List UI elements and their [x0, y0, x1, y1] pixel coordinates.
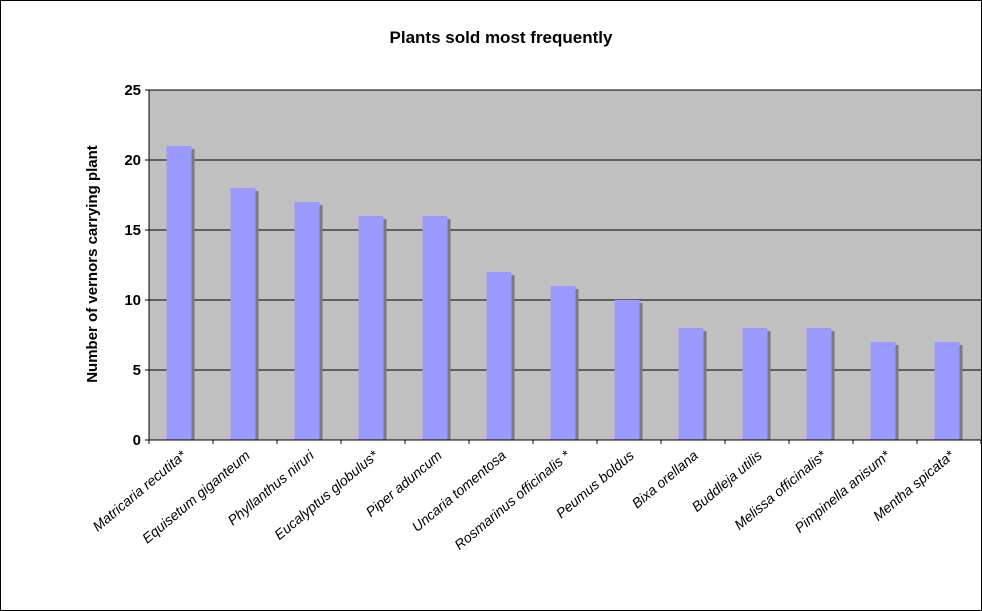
- bar: [422, 216, 448, 440]
- bar: [166, 146, 192, 440]
- y-tick-label: 10: [124, 292, 141, 309]
- bar: [742, 328, 768, 440]
- y-tick-labels: 0 5 10 15 20 25: [124, 82, 149, 449]
- y-tick-label: 0: [133, 432, 141, 449]
- x-tick-label: Rosmarinus officinalis *: [451, 447, 573, 553]
- y-tick-label: 5: [133, 362, 141, 379]
- y-tick-label: 15: [124, 222, 141, 239]
- bar: [294, 202, 320, 440]
- y-axis-label: Number of vernors carrying plant: [84, 145, 101, 383]
- bar: [870, 342, 896, 440]
- bar: [550, 286, 576, 440]
- y-tick-label: 20: [124, 152, 141, 169]
- bar: [614, 300, 640, 440]
- axes: [148, 90, 981, 441]
- bars: [166, 146, 963, 440]
- x-tick-labels: Matricaria recutita*Equisetum giganteumP…: [89, 440, 982, 553]
- bar: [486, 272, 512, 440]
- bar: [678, 328, 704, 440]
- bar: [358, 216, 384, 440]
- bar: [806, 328, 832, 440]
- y-tick-label: 25: [124, 82, 141, 99]
- x-tick-label: Eucalyptus globulus*: [271, 447, 381, 543]
- chart-title: Plants sold most frequently: [390, 28, 613, 47]
- x-tick-label: Equisetum giganteum: [139, 447, 253, 547]
- bar: [934, 342, 960, 440]
- bar: [230, 188, 256, 440]
